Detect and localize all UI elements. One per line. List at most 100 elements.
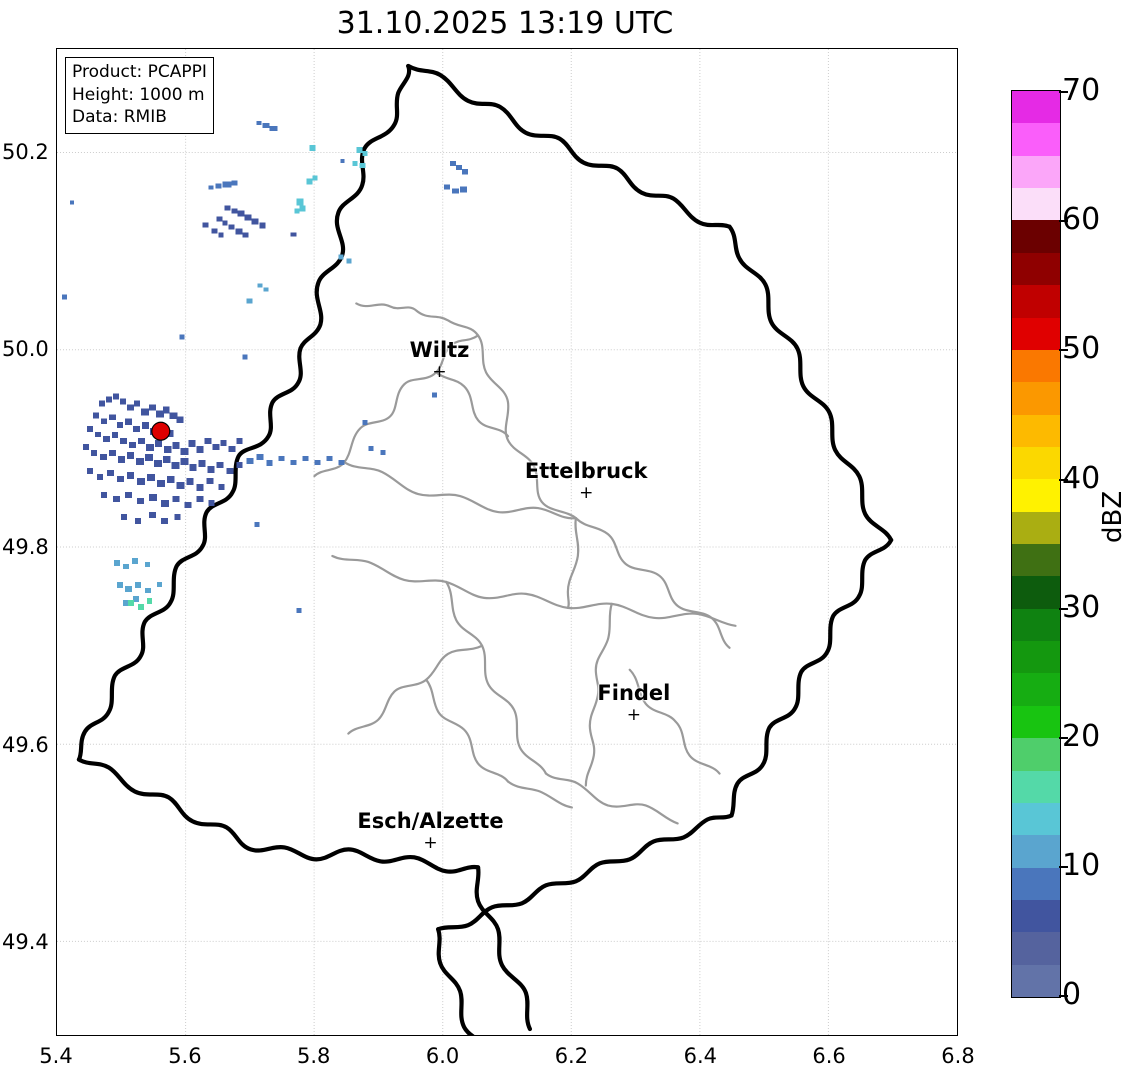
echo-cluster-wiltz-south (246, 254, 352, 304)
colorbar-tick-mark (1059, 737, 1068, 739)
colorbar-band-19 (1012, 705, 1060, 739)
colorbar-band-24 (1012, 867, 1060, 900)
border-luxembourg-southeast (729, 537, 894, 818)
y-tick-label: 50.0 (2, 337, 49, 362)
x-axis-tick-labels: 5.4 5.6 5.8 6.0 6.2 6.4 6.6 6.8 (39, 1044, 974, 1074)
echo-cluster-south-of-site (113, 557, 162, 606)
x-tick-label: 6.6 (812, 1044, 846, 1068)
colorbar-band-11 (1012, 446, 1060, 480)
colorbar-band-3 (1012, 188, 1060, 221)
border-luxembourg-southeast-tail (436, 927, 475, 1035)
canton-boundary-south-east (544, 772, 679, 825)
echo-cluster-scattered-mid (61, 294, 302, 613)
x-tick-label: 6.2 (554, 1044, 589, 1068)
colorbar-band-20 (1012, 738, 1060, 771)
colorbar-tick-mark (1059, 479, 1068, 481)
colorbar-tick-label: 0 (1062, 976, 1082, 1012)
echo-cluster-wiltz-area (294, 144, 368, 214)
colorbar-band-4 (1012, 220, 1060, 253)
radar-site-marker[interactable] (151, 421, 171, 441)
info-data-line: Data: RMIB (72, 107, 167, 128)
canton-boundary-north (355, 302, 577, 520)
canton-boundary-findel-ring (506, 780, 573, 809)
colorbar-band-7 (1012, 317, 1060, 350)
colorbar-tick-label: 50 (1062, 330, 1101, 366)
colorbar-tick-label: 30 (1062, 589, 1101, 625)
map-svg (57, 49, 957, 1035)
colorbar-tick-mark (1059, 91, 1068, 93)
national-border-luxembourg (76, 63, 894, 1035)
canton-boundary-wiltz-west (313, 334, 480, 478)
echo-trail-east-of-site (246, 392, 438, 467)
canton-boundary-mid-lower (331, 554, 737, 627)
y-tick-label: 49.4 (2, 930, 49, 955)
colorbar-band-12 (1012, 479, 1060, 512)
map-plot-area[interactable]: Wiltz + Ettelbruck + Findel + Esch/Alzet… (56, 48, 958, 1036)
colorbar-band-25 (1012, 899, 1060, 933)
colorbar-tick-label: 10 (1062, 847, 1101, 883)
colorbar-band-22 (1012, 802, 1060, 836)
colorbar-band-27 (1012, 964, 1060, 998)
colorbar-tick-mark (1059, 349, 1068, 351)
colorbar[interactable] (1011, 90, 1061, 998)
colorbar-band-0 (1012, 91, 1060, 124)
echo-cluster-north (69, 120, 469, 205)
colorbar-band-15 (1012, 576, 1060, 609)
info-height-line: Height: 1000 m (72, 84, 205, 105)
x-tick-label: 5.6 (168, 1044, 202, 1068)
colorbar-band-10 (1012, 414, 1060, 447)
colorbar-tick-label: 20 (1062, 718, 1101, 754)
colorbar-band-18 (1012, 673, 1060, 706)
border-luxembourg-south (474, 865, 533, 1032)
canton-boundary-south-west (347, 644, 484, 735)
colorbar-band-26 (1012, 932, 1060, 965)
colorbar-band-17 (1012, 641, 1060, 674)
echo-streak-northwest (202, 205, 297, 238)
border-luxembourg-southwest (76, 757, 481, 874)
colorbar-tick-label: 70 (1062, 72, 1101, 108)
x-tick-label: 6.4 (683, 1044, 717, 1068)
colorbar-band-14 (1012, 544, 1060, 577)
y-tick-label: 49.8 (2, 535, 49, 559)
y-tick-label: 50.2 (2, 139, 49, 164)
radar-site-dot (151, 421, 171, 441)
colorbar-band-6 (1012, 285, 1060, 318)
canton-boundary-southeast-spur (584, 602, 613, 787)
colorbar-band-23 (1012, 835, 1060, 868)
x-tick-label: 6.0 (425, 1044, 460, 1068)
border-luxembourg-east-upper (406, 63, 732, 229)
colorbar-tick-mark (1059, 220, 1068, 222)
product-info-box: Product: PCAPPI Height: 1000 m Data: RMI… (65, 57, 214, 134)
colorbar-band-8 (1012, 349, 1060, 383)
x-tick-label: 5.8 (296, 1044, 331, 1068)
colorbar-tick-label: 40 (1062, 460, 1101, 496)
canton-boundary-east-mid (566, 516, 580, 609)
colorbar-band-16 (1012, 608, 1060, 642)
colorbar-band-5 (1012, 252, 1060, 286)
canton-boundary-east-upper (574, 516, 731, 649)
canton-boundary-south-lower (425, 678, 510, 783)
colorbar-tick-mark (1059, 866, 1068, 868)
info-product-line: Product: PCAPPI (72, 62, 207, 82)
page-title: 31.10.2025 13:19 UTC (336, 6, 674, 41)
colorbar-band-21 (1012, 770, 1060, 803)
colorbar-tick-mark (1059, 995, 1068, 997)
echo-cluster-teal-south (127, 597, 152, 610)
x-tick-label: 5.4 (39, 1044, 73, 1068)
canton-boundaries (313, 302, 737, 825)
border-luxembourg-outline (76, 63, 412, 762)
echo-core-radar-site (82, 393, 243, 525)
border-luxembourg-east (727, 224, 894, 543)
canton-boundary-mid-upper (343, 461, 577, 520)
colorbar-band-9 (1012, 382, 1060, 415)
colorbar-tick-label: 60 (1062, 201, 1101, 237)
y-axis-tick-labels: 50.2 50.0 49.8 49.6 49.4 (0, 48, 49, 1036)
colorbar-band-13 (1012, 511, 1060, 545)
colorbar-band-1 (1012, 123, 1060, 156)
canton-boundary-south-center (445, 580, 548, 775)
radar-echo-pixels (61, 120, 469, 613)
colorbar-band-2 (1012, 155, 1060, 189)
x-tick-label: 6.8 (941, 1044, 975, 1068)
gridlines (57, 49, 957, 1035)
y-tick-label: 49.6 (2, 732, 49, 757)
